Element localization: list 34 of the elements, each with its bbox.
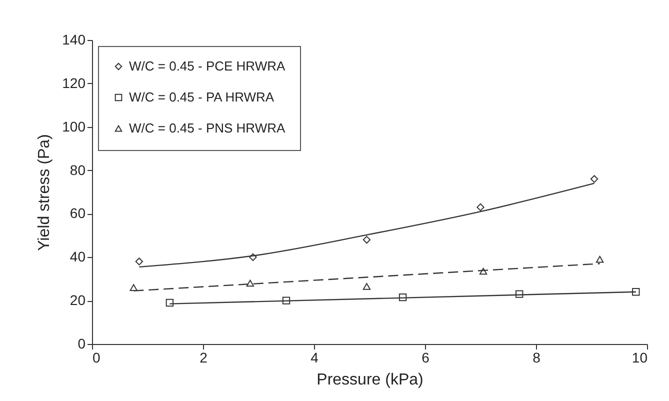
point [130, 284, 138, 291]
x-axis-title: Pressure (kPa) [316, 372, 424, 388]
y-tick-label: 100 [62, 118, 86, 134]
x-tick-label: 4 [310, 350, 319, 366]
point [590, 175, 598, 183]
point [282, 296, 290, 304]
point [362, 236, 371, 244]
y-tick-label: 120 [62, 74, 86, 91]
y-tick-label: 60 [70, 205, 86, 222]
point [249, 253, 257, 261]
point [479, 268, 488, 275]
x-tick-label: 0 [92, 350, 100, 366]
x-tick-label: 10 [632, 350, 648, 366]
point [596, 256, 604, 263]
y-tick-label: 40 [70, 248, 86, 265]
point [135, 258, 144, 266]
y-tick-label: 80 [70, 162, 86, 178]
y-tick-label: 20 [70, 292, 86, 308]
y-axis-title: Yield stress (Pa) [36, 134, 54, 251]
point [515, 290, 524, 298]
point [398, 293, 407, 302]
legend-label: W/C = 0.45 - PNS HRWRA [129, 120, 286, 136]
point [166, 298, 174, 307]
x-tick-label: 8 [532, 350, 541, 366]
y-tick-label: 0 [78, 336, 86, 352]
x-tick-label: 2 [200, 350, 208, 366]
x-tick-label: 6 [422, 350, 430, 366]
point [476, 203, 484, 212]
point [246, 280, 254, 287]
legend-label: W/C = 0.45 - PA HRWRA [129, 90, 274, 104]
point [362, 283, 371, 290]
y-tick-label: 140 [62, 32, 86, 48]
legend-label: W/C = 0.45 - PCE HRWRA [129, 58, 286, 74]
point [632, 288, 640, 296]
